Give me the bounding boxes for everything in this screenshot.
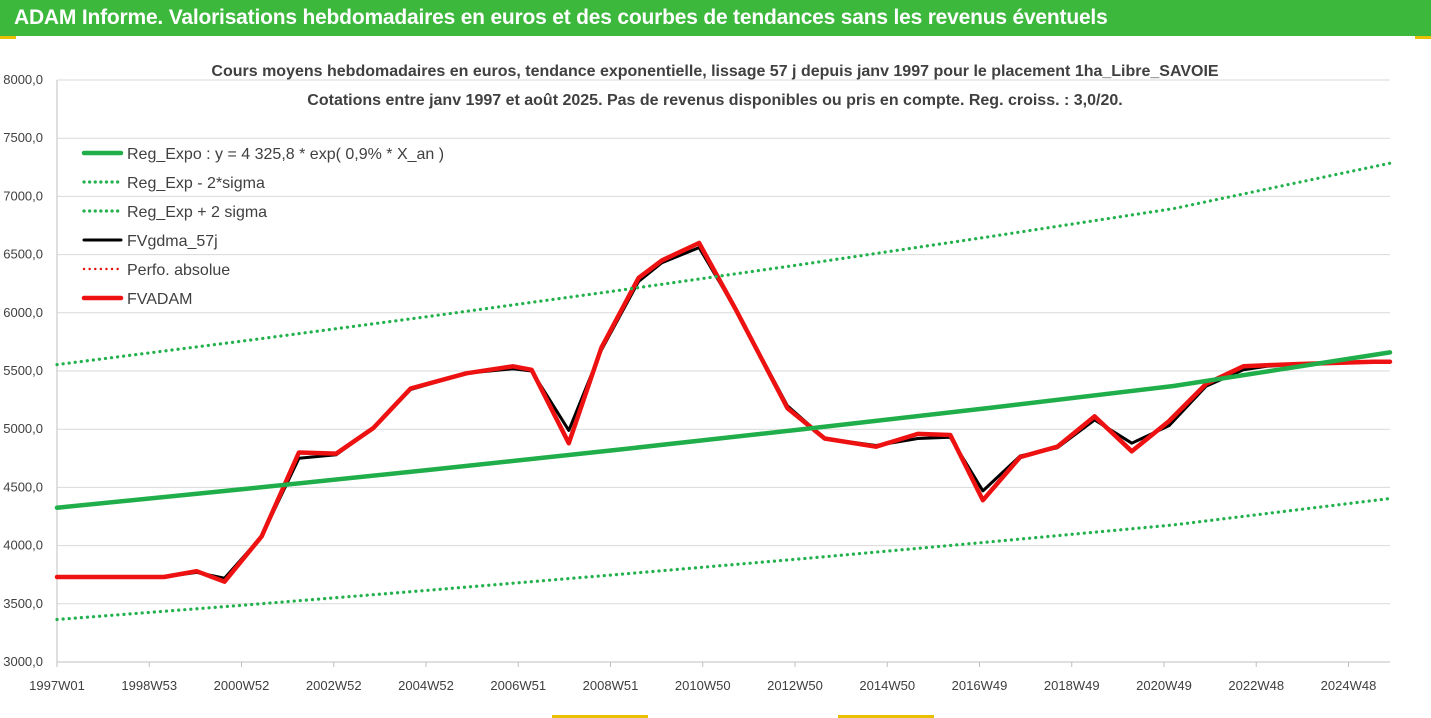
- y-tick-label: 8000,0: [3, 72, 43, 87]
- y-tick-label: 7500,0: [3, 130, 43, 145]
- page-title: ADAM Informe. Valorisations hebdomadaire…: [14, 6, 1108, 29]
- series-line-0: [54, 350, 1393, 510]
- y-tick-label: 5000,0: [3, 421, 43, 436]
- y-tick-label: 4500,0: [3, 479, 43, 494]
- chart-subtitle: Cotations entre janv 1997 et août 2025. …: [307, 92, 1122, 109]
- x-tick-label: 2024W48: [1321, 678, 1377, 693]
- legend-label: Reg_Expo : y = 4 325,8 * exp( 0,9% * X_a…: [127, 146, 444, 163]
- series-line-2: [55, 161, 1392, 367]
- x-tick-label: 2010W50: [675, 678, 731, 693]
- x-tick-label: 2020W49: [1136, 678, 1192, 693]
- legend-label: FVgdma_57j: [127, 233, 218, 250]
- corner-marker-top-right: [1415, 36, 1431, 39]
- legend-label: Perfo. absolue: [127, 262, 230, 279]
- x-tick-label: 2008W51: [583, 678, 639, 693]
- legend-label: Reg_Exp + 2 sigma: [127, 204, 267, 221]
- legend-label: FVADAM: [127, 291, 192, 308]
- legend: Reg_Expo : y = 4 325,8 * exp( 0,9% * X_a…: [81, 146, 444, 308]
- legend-label: Reg_Exp - 2*sigma: [127, 175, 265, 192]
- series-line-5: [54, 240, 1393, 584]
- y-tick-label: 3000,0: [3, 654, 43, 669]
- chart: 3000,0 3500,0 4000,0 4500,0 5000,0 5500,0 6000…: [3, 63, 1393, 693]
- corner-marker-bottom-left: [552, 715, 648, 718]
- y-tick-label: 5500,0: [3, 363, 43, 378]
- x-tick-label: 2016W49: [952, 678, 1008, 693]
- series-layer: [54, 161, 1393, 622]
- x-tick-label: 1998W53: [121, 678, 177, 693]
- x-tick-label: 2014W50: [859, 678, 915, 693]
- x-tick-label: 2006W51: [490, 678, 546, 693]
- header-bar: ADAM Informe. Valorisations hebdomadaire…: [0, 0, 1431, 36]
- y-tick-label: 3500,0: [3, 596, 43, 611]
- y-tick-label: 6000,0: [3, 305, 43, 320]
- y-tick-label: 4000,0: [3, 538, 43, 553]
- axis-layer: 3000,0 3500,0 4000,0 4500,0 5000,0 5500,0 6000…: [3, 72, 1390, 693]
- chart-title: Cours moyens hebdomadaires en euros, ten…: [211, 63, 1218, 80]
- x-tick-label: 2000W52: [214, 678, 270, 693]
- grid-layer: [57, 79, 1390, 663]
- series-line-1: [55, 496, 1392, 622]
- y-tick-label: 6500,0: [3, 247, 43, 262]
- x-tick-label: 2002W52: [306, 678, 362, 693]
- x-tick-label: 1997W01: [29, 678, 85, 693]
- x-tick-label: 2004W52: [398, 678, 454, 693]
- y-tick-label: 7000,0: [3, 188, 43, 203]
- x-tick-label: 2018W49: [1044, 678, 1100, 693]
- corner-marker-bottom-right: [838, 715, 934, 718]
- corner-marker-top-left: [0, 36, 16, 39]
- series-line-3: [55, 246, 1392, 580]
- series-line-4: [56, 242, 1391, 583]
- x-tick-label: 2012W50: [767, 678, 823, 693]
- x-tick-label: 2022W48: [1228, 678, 1284, 693]
